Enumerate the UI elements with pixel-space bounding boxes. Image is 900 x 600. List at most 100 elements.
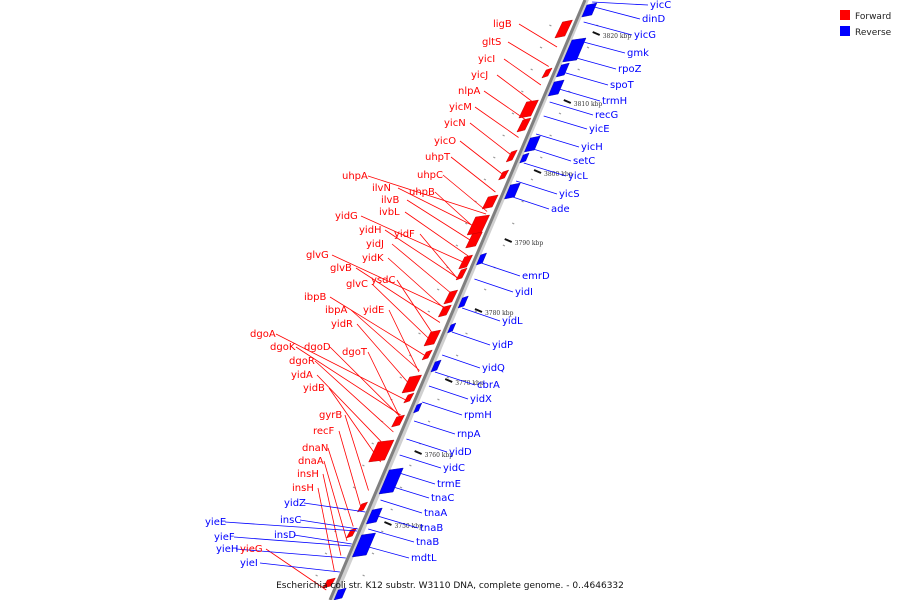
forward-gene-block [356,501,369,513]
forward-leader-line [518,23,558,48]
ring-dash [381,530,384,533]
forward-gene-label: insH [292,483,314,494]
forward-leader-line [474,106,519,138]
ring-dash [521,200,524,203]
legend-reverse-label: Reverse [855,28,892,38]
reverse-leader-line [233,536,351,547]
reverse-gene-label: yidP [492,340,513,351]
forward-leader-line [384,229,459,279]
forward-leader-line [338,430,362,509]
forward-leader-line [350,309,420,371]
reverse-leader-line [562,71,609,86]
forward-leader-line [483,90,527,121]
forward-gene-block [345,527,358,539]
reverse-leader-line [392,470,436,485]
legend-forward-label: Forward [855,12,891,22]
forward-leader-line [404,211,469,257]
forward-leader-line [314,360,394,433]
forward-gene-block [368,439,395,463]
forward-gene-block [401,374,422,394]
ring-dash [464,222,468,225]
forward-gene-label: ilvN [372,183,391,194]
ring-dash [465,332,468,335]
reverse-leader-line [535,133,580,148]
reverse-gene-block [457,295,469,309]
kbp-tick-label: 3790 kbp [515,240,544,247]
forward-leader-line [387,257,446,310]
reverse-gene-label: tnaB [420,523,443,534]
kbp-tick-mark [444,378,453,383]
ring-dash [455,244,459,247]
forward-gene-block [465,231,483,249]
forward-leader-line [327,447,354,527]
reverse-gene-label: setC [573,156,595,167]
ring-dash [549,24,552,27]
reverse-gene-label: yidZ [284,498,306,509]
forward-leader-line [406,199,475,243]
ring-dash [418,332,421,335]
kbp-tick-label: 3810 kbp [574,101,603,108]
forward-gene-label: yidK [362,253,384,264]
kbp-tick-mark [414,450,423,455]
forward-gene-label: ilvB [381,195,399,206]
forward-gene-block [403,392,415,404]
reverse-leader-line [406,438,448,453]
reverse-gene-label: cbrA [477,380,500,391]
kbp-tick-label: 3820 kbp [603,33,632,40]
gene-blocks-layer [322,2,598,600]
reverse-leader-line [399,454,442,469]
reverse-leader-line [474,278,514,293]
ring-dash [511,222,515,225]
reverse-gene-label: yicC [650,0,671,11]
forward-gene-label: uhpB [409,187,435,198]
genome-caption: Escherichia coli str. K12 substr. W3110 … [276,581,624,591]
reverse-leader-line [303,502,366,513]
forward-leader-line [329,296,426,357]
forward-gene-label: yidG [335,211,358,222]
forward-gene-block [458,254,473,270]
reverse-leader-line [368,528,415,543]
ring-dash [577,68,580,71]
chromosome-axis [328,0,587,600]
reverse-gene-label: mdtL [411,553,437,564]
forward-gene-label: dgoD [304,342,331,353]
reverse-leader-line [543,115,588,130]
reverse-gene-label: yidL [502,316,523,327]
forward-gene-label: dgoT [342,347,368,358]
ring-dash [399,486,403,489]
forward-leader-line [391,243,453,295]
forward-gene-label: uhpT [425,152,451,163]
forward-gene-block [498,169,510,181]
ring-dash [436,288,440,291]
forward-leader-line [295,346,401,416]
forward-gene-block [481,194,499,210]
forward-gene-label: yicN [444,118,466,129]
forward-gene-block [466,214,490,236]
reverse-leader-line [461,307,501,322]
ring-dash [315,574,318,577]
reverse-gene-label: yicL [568,171,588,182]
forward-gene-block [518,99,539,119]
forward-leader-line [397,187,480,230]
forward-leader-line [360,215,466,264]
ring-dash [427,420,431,423]
forward-leader-line [329,346,401,417]
legend: Forward Reverse [840,10,892,38]
reverse-leader-line [413,420,456,435]
reverse-leader-line [428,385,469,400]
forward-gene-label: yidH [359,225,382,236]
forward-leader-line [507,41,549,67]
forward-gene-label: ligB [493,19,512,30]
reverse-gene-label: yieF [214,532,235,543]
forward-gene-label: recF [313,426,335,437]
reverse-gene-block [447,322,457,334]
reverse-gene-label: yidX [470,394,492,405]
ring-dash [474,310,478,313]
forward-gene-block [554,19,573,39]
kbp-tick-mark [474,308,483,313]
forward-gene-block [421,349,433,361]
forward-gene-label: yicO [434,136,456,147]
reverse-leader-line [361,544,410,559]
ring-dash [427,310,431,313]
kbp-tick-label: 3780 kbp [485,310,514,317]
